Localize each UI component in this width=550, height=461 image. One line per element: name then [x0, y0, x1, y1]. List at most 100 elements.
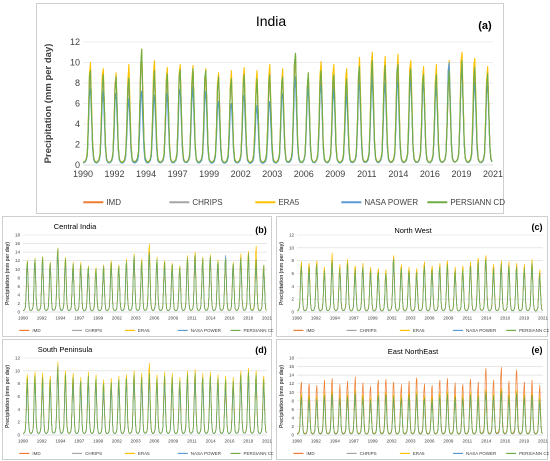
- x-tick-label: 2006: [149, 316, 160, 321]
- panel-label: (e): [532, 345, 543, 355]
- legend-label: CHRIPS: [360, 451, 377, 456]
- legend-label: PERSIANN CDR: [519, 451, 549, 456]
- legend-item-persiann-cdr: PERSIANN CDR: [506, 451, 549, 456]
- x-tick-label: 1994: [330, 439, 341, 444]
- x-tick-label: 2006: [424, 439, 435, 444]
- series-line-persiann-cdr: [82, 48, 493, 164]
- x-tick-label: 2003: [406, 316, 417, 321]
- y-tick-label: 12: [289, 381, 295, 386]
- legend-label: IMD: [106, 198, 121, 207]
- y-tick-label: 10: [289, 245, 295, 250]
- legend-label: PERSIANN CDR: [244, 451, 273, 456]
- y-tick-label: 2: [17, 301, 20, 306]
- x-tick-label: 2003: [406, 439, 417, 444]
- chart-panel-east-northeast: 0 2 4 6 8 10 12 14 16 18 1990 1992 1994 1997 1999 2002 2…: [276, 339, 549, 460]
- legend-label: NASA POWER: [466, 328, 497, 333]
- y-tick-label: 8: [291, 258, 294, 263]
- y-tick-label: 6: [75, 99, 80, 109]
- legend-label: NASA POWER: [466, 451, 497, 456]
- x-tick-label: 1997: [74, 316, 85, 321]
- x-tick-label: 1999: [93, 439, 104, 444]
- y-tick-label: 14: [15, 250, 21, 255]
- chart-panel-central-india: 0 2 4 6 8 10 12 14 16 18 1990 1992 1994 1997 1999 2002 2…: [2, 216, 273, 337]
- y-tick-label: 2: [291, 297, 294, 302]
- x-tick-label: 2011: [462, 316, 472, 321]
- x-tick-label: 1999: [199, 169, 219, 179]
- x-tick-label: 1994: [56, 439, 67, 444]
- y-tick-label: 6: [291, 407, 294, 412]
- y-tick-label: 2: [291, 424, 294, 429]
- x-tick-label: 1994: [56, 316, 67, 321]
- chart-title: North West: [394, 226, 432, 235]
- legend-label: PERSIANN CDR: [244, 328, 273, 333]
- y-tick-label: 4: [291, 415, 294, 420]
- x-tick-label: 2002: [231, 169, 251, 179]
- legend-item-chrips: CHRIPS: [169, 198, 223, 207]
- legend-item-era5: ERA5: [124, 328, 150, 333]
- x-tick-label: 1999: [93, 316, 104, 321]
- x-tick-label: 2003: [131, 316, 142, 321]
- y-tick-label: 4: [291, 284, 294, 289]
- y-tick-label: 14: [289, 373, 295, 378]
- x-tick-label: 2009: [443, 316, 454, 321]
- legend-item-nasa-power: NASA POWER: [341, 198, 418, 207]
- chart-title: India: [256, 13, 287, 29]
- legend-item-imd: IMD: [293, 328, 315, 333]
- x-tick-label: 2002: [112, 316, 123, 321]
- x-tick-label: 2019: [243, 316, 254, 321]
- chart-panel-india: 0 2 4 6 8 10 12 1990 1992 1994 1997 1999 2002 2003 200…: [36, 3, 505, 214]
- x-tick-label: 2021: [483, 169, 503, 179]
- chart-panel-north-west: 0 2 4 6 8 10 12 1990 1992 1994 1997 1999 2002 2003 200…: [276, 216, 549, 337]
- x-tick-label: 2016: [420, 169, 440, 179]
- panel-label: (c): [532, 222, 543, 232]
- x-tick-label: 2009: [325, 169, 345, 179]
- y-tick-label: 0: [17, 310, 20, 315]
- legend-item-imd: IMD: [19, 328, 41, 333]
- x-tick-label: 2006: [424, 316, 435, 321]
- x-tick-label: 1997: [74, 439, 85, 444]
- legend-label: IMD: [306, 328, 315, 333]
- legend-item-nasa-power: NASA POWER: [452, 451, 497, 456]
- y-tick-label: 10: [289, 390, 295, 395]
- x-tick-label: 1990: [18, 439, 29, 444]
- legend-item-imd: IMD: [293, 451, 315, 456]
- y-tick-label: 0: [291, 310, 294, 315]
- x-tick-label: 2003: [262, 169, 282, 179]
- x-tick-label: 1990: [292, 439, 303, 444]
- x-tick-label: 1997: [349, 316, 360, 321]
- legend-label: CHRIPS: [360, 328, 377, 333]
- legend-item-chrips: CHRIPS: [72, 451, 102, 456]
- x-tick-label: 2014: [388, 169, 408, 179]
- x-tick-label: 2014: [206, 316, 217, 321]
- x-tick-label: 1990: [73, 169, 93, 179]
- x-tick-label: 1999: [368, 439, 379, 444]
- east-northeast-chart: 0 2 4 6 8 10 12 14 16 18 1990 1992 1994 1997 1999 2002 2…: [279, 345, 549, 456]
- x-tick-label: 2016: [224, 439, 235, 444]
- y-tick-label: 2: [75, 140, 80, 150]
- y-tick-label: 12: [70, 37, 80, 47]
- y-tick-label: 6: [17, 284, 20, 289]
- x-tick-label: 2009: [168, 439, 179, 444]
- x-tick-label: 2019: [519, 439, 530, 444]
- legend-label: CHRIPS: [85, 328, 102, 333]
- y-axis-label: Precipitation (mm per day): [279, 365, 285, 428]
- series-line-persiann-cdr: [297, 259, 543, 312]
- legend-label: ERA5: [138, 451, 150, 456]
- y-tick-label: 0: [75, 160, 80, 170]
- x-tick-label: 2014: [481, 439, 492, 444]
- y-tick-label: 0: [291, 433, 294, 438]
- legend-item-chrips: CHRIPS: [346, 451, 377, 456]
- y-axis-label: Precipitation (mm per day): [279, 242, 285, 305]
- x-tick-label: 2006: [149, 439, 160, 444]
- legend-item-nasa-power: NASA POWER: [452, 328, 497, 333]
- x-tick-label: 1997: [349, 439, 360, 444]
- south-peninsula-chart: 0 2 4 6 8 10 12 1990 1992 1994 1997 1999 2002 2003 200…: [5, 345, 273, 456]
- x-tick-label: 2014: [206, 439, 217, 444]
- legend-item-persiann-cdr: PERSIANN CDR: [230, 451, 273, 456]
- x-tick-label: 2003: [131, 439, 142, 444]
- x-tick-label: 2002: [387, 316, 398, 321]
- x-tick-label: 1992: [311, 316, 322, 321]
- y-tick-label: 4: [75, 119, 80, 129]
- x-tick-label: 2021: [262, 316, 273, 321]
- legend-label: ERA5: [413, 451, 425, 456]
